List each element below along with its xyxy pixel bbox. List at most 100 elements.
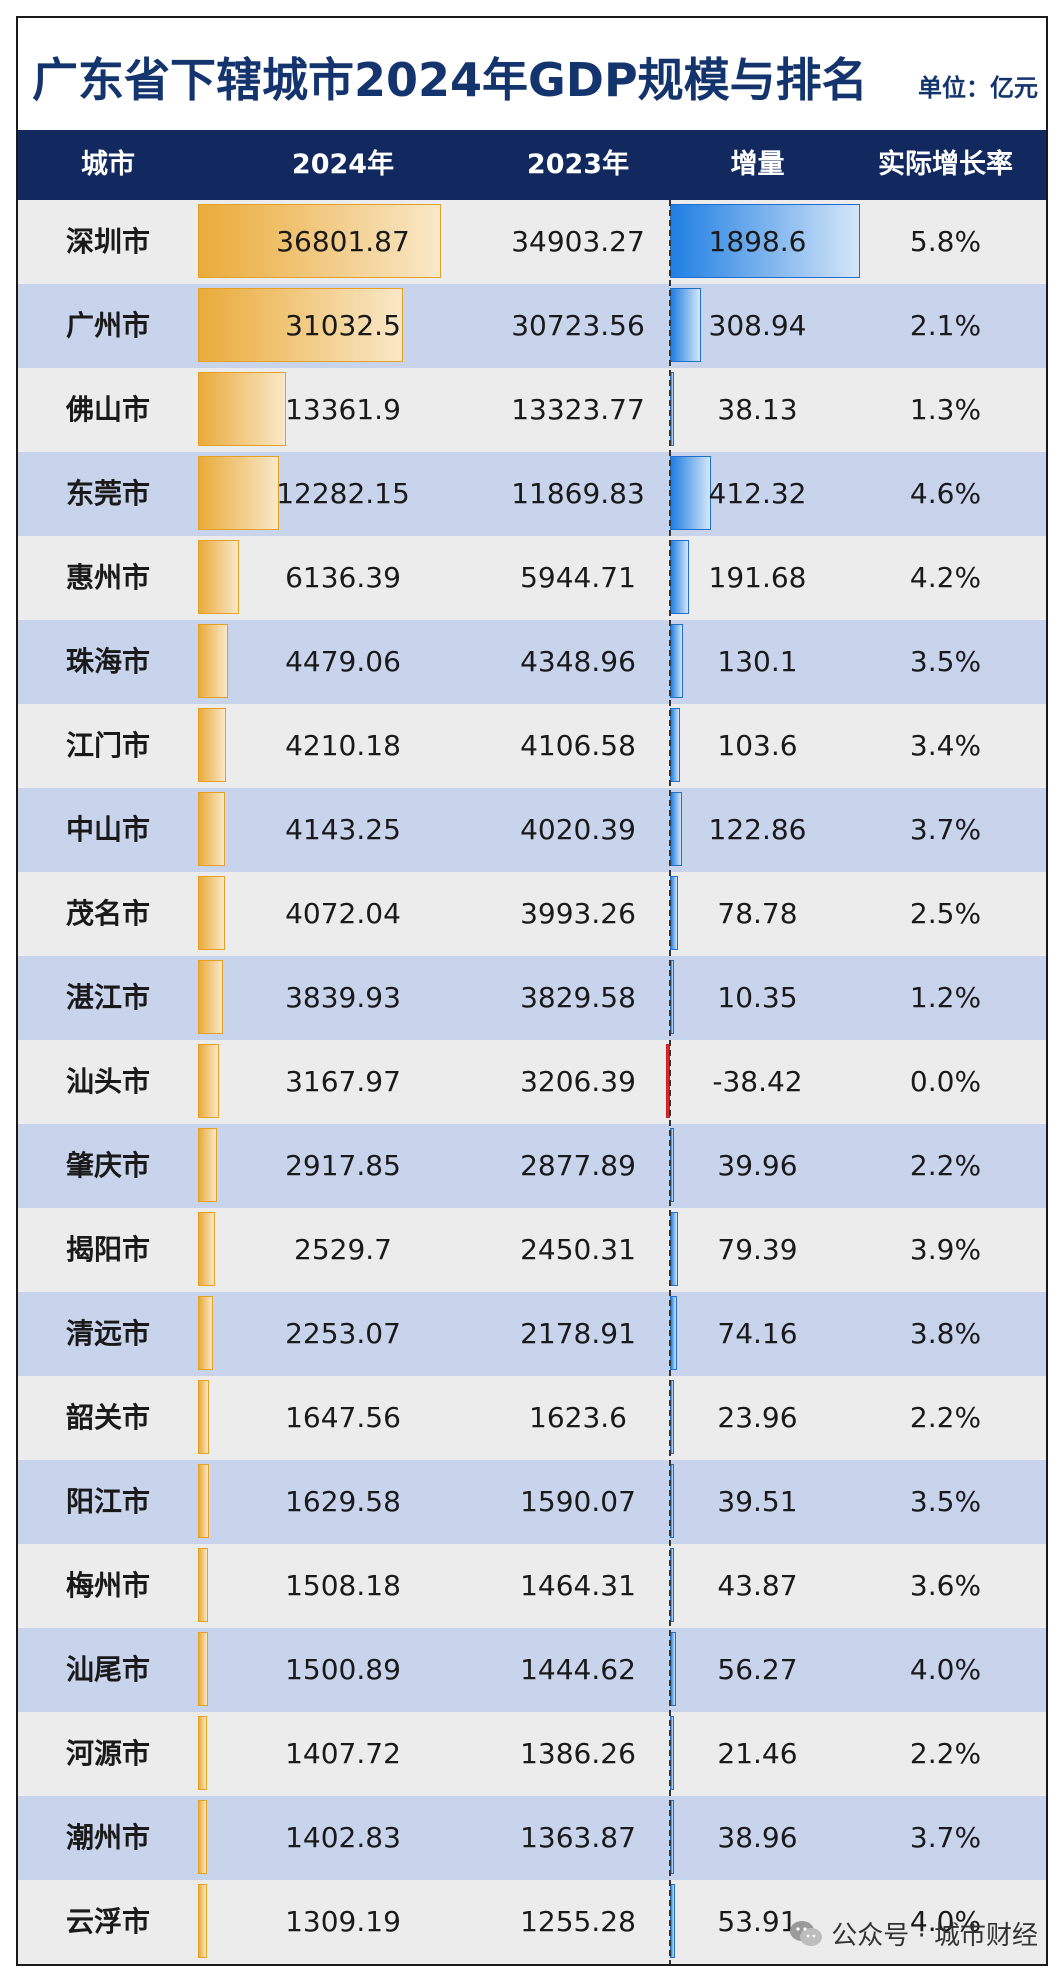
value-2023: 1255.28 [520,1905,636,1938]
bar-increase [670,456,712,530]
value-2024: 1629.58 [285,1485,401,1518]
value-2024: 1309.19 [285,1905,401,1938]
value-2024: 1647.56 [285,1401,401,1434]
city-name: 深圳市 [65,225,150,258]
city-name: 东莞市 [65,477,150,510]
value-increase: 78.78 [717,897,798,930]
value-increase: 38.96 [717,1821,798,1854]
bar-2024 [198,204,441,278]
table-row: 肇庆市 2917.85 2877.89 39.96 2.2% [18,1124,1046,1208]
value-increase: 308.94 [708,309,807,342]
value-growth: 1.2% [909,981,982,1014]
city-name: 云浮市 [65,1905,150,1938]
value-growth: 2.2% [909,1737,982,1770]
value-2024: 3167.97 [285,1065,401,1098]
table-row: 揭阳市 2529.7 2450.31 79.39 3.9% [18,1208,1046,1292]
value-2023: 13323.77 [511,393,645,426]
value-2024: 2253.07 [285,1317,401,1350]
table-row: 佛山市 13361.9 13323.77 38.13 1.3% [18,368,1046,452]
value-growth: 3.5% [909,645,982,678]
increase-zero-axis [669,200,671,1964]
value-2024: 1500.89 [285,1653,401,1686]
value-2023: 3206.39 [520,1065,636,1098]
table-row: 清远市 2253.07 2178.91 74.16 3.8% [18,1292,1046,1376]
value-2023: 30723.56 [511,309,645,342]
bar-2024 [198,1632,208,1706]
table-row: 云浮市 1309.19 1255.28 53.91 4.0% [18,1880,1046,1964]
bar-2024 [198,876,225,950]
city-name: 潮州市 [65,1821,150,1854]
bar-increase [670,204,860,278]
value-2024: 2529.7 [294,1233,392,1266]
value-growth: 2.2% [909,1149,982,1182]
table-row: 汕头市 3167.97 3206.39 -38.42 0.0% [18,1040,1046,1124]
value-2023: 11869.83 [511,477,645,510]
value-2024: 3839.93 [285,981,401,1014]
value-2024: 4072.04 [285,897,401,930]
value-2024: 6136.39 [285,561,401,594]
bar-2024 [198,1884,207,1958]
city-name: 河源市 [65,1737,150,1770]
header-2023: 2023年 [526,149,630,180]
bar-2024 [198,792,226,866]
value-2024: 4210.18 [285,729,401,762]
city-name: 江门市 [65,729,150,762]
value-growth: 1.3% [909,393,982,426]
bar-2024 [198,288,403,362]
table-row: 河源市 1407.72 1386.26 21.46 2.2% [18,1712,1046,1796]
city-name: 湛江市 [65,981,150,1014]
city-name: 惠州市 [65,561,150,594]
city-name: 汕头市 [65,1065,150,1098]
value-2023: 4106.58 [520,729,636,762]
value-2023: 1363.87 [520,1821,636,1854]
value-increase: 56.27 [717,1653,798,1686]
header-2024: 2024年 [291,149,395,180]
bar-increase [670,288,701,362]
value-2023: 2877.89 [520,1149,636,1182]
bar-2024 [198,540,239,614]
table-row: 深圳市 36801.87 34903.27 1898.6 5.8% [18,200,1046,284]
city-name: 阳江市 [65,1485,150,1518]
value-2023: 2178.91 [520,1317,636,1350]
value-2023: 1444.62 [520,1653,636,1686]
value-increase: 122.86 [708,813,807,846]
value-2024: 36801.87 [276,225,410,258]
city-name: 韶关市 [65,1401,150,1434]
city-name: 肇庆市 [65,1149,150,1182]
chart-frame: 广东省下辖城市2024年GDP规模与排名 单位：亿元 城市 2024年 2023… [16,16,1048,1966]
value-2023: 34903.27 [511,225,645,258]
watermark: 公众号 · 城市财经 [789,1915,1038,1952]
wechat-icon [790,1920,823,1946]
value-2024: 1402.83 [285,1821,401,1854]
value-growth: 3.9% [909,1233,982,1266]
bar-2024 [198,1044,219,1118]
title-bar: 广东省下辖城市2024年GDP规模与排名 单位：亿元 [18,18,1046,128]
table-row: 汕尾市 1500.89 1444.62 56.27 4.0% [18,1628,1046,1712]
table-row: 珠海市 4479.06 4348.96 130.1 3.5% [18,620,1046,704]
value-increase: 38.13 [717,393,798,426]
table-row: 韶关市 1647.56 1623.6 23.96 2.2% [18,1376,1046,1460]
bar-2024 [198,1128,218,1202]
value-increase: 21.46 [717,1737,798,1770]
value-increase: 53.91 [717,1905,798,1938]
value-increase: 191.68 [708,561,807,594]
value-increase: 74.16 [717,1317,798,1350]
city-name: 广州市 [65,309,150,342]
city-name: 佛山市 [65,393,150,426]
value-growth: 2.2% [909,1401,982,1434]
city-name: 梅州市 [65,1569,150,1602]
table-row: 阳江市 1629.58 1590.07 39.51 3.5% [18,1460,1046,1544]
table-row: 广州市 31032.5 30723.56 308.94 2.1% [18,284,1046,368]
value-2023: 3993.26 [520,897,636,930]
bar-2024 [198,708,226,782]
bar-2024 [198,372,287,446]
value-growth: 3.7% [909,1821,982,1854]
value-2023: 4348.96 [520,645,636,678]
value-2024: 1508.18 [285,1569,401,1602]
value-2023: 2450.31 [520,1233,636,1266]
value-increase: 1898.6 [708,225,807,258]
table-header: 城市 2024年 2023年 增量 实际增长率 [18,130,1046,200]
table-body: 深圳市 36801.87 34903.27 1898.6 5.8% 广州市 31032.5 3… [18,200,1046,1964]
table-row: 中山市 4143.25 4020.39 122.86 3.7% [18,788,1046,872]
value-increase: 43.87 [717,1569,798,1602]
